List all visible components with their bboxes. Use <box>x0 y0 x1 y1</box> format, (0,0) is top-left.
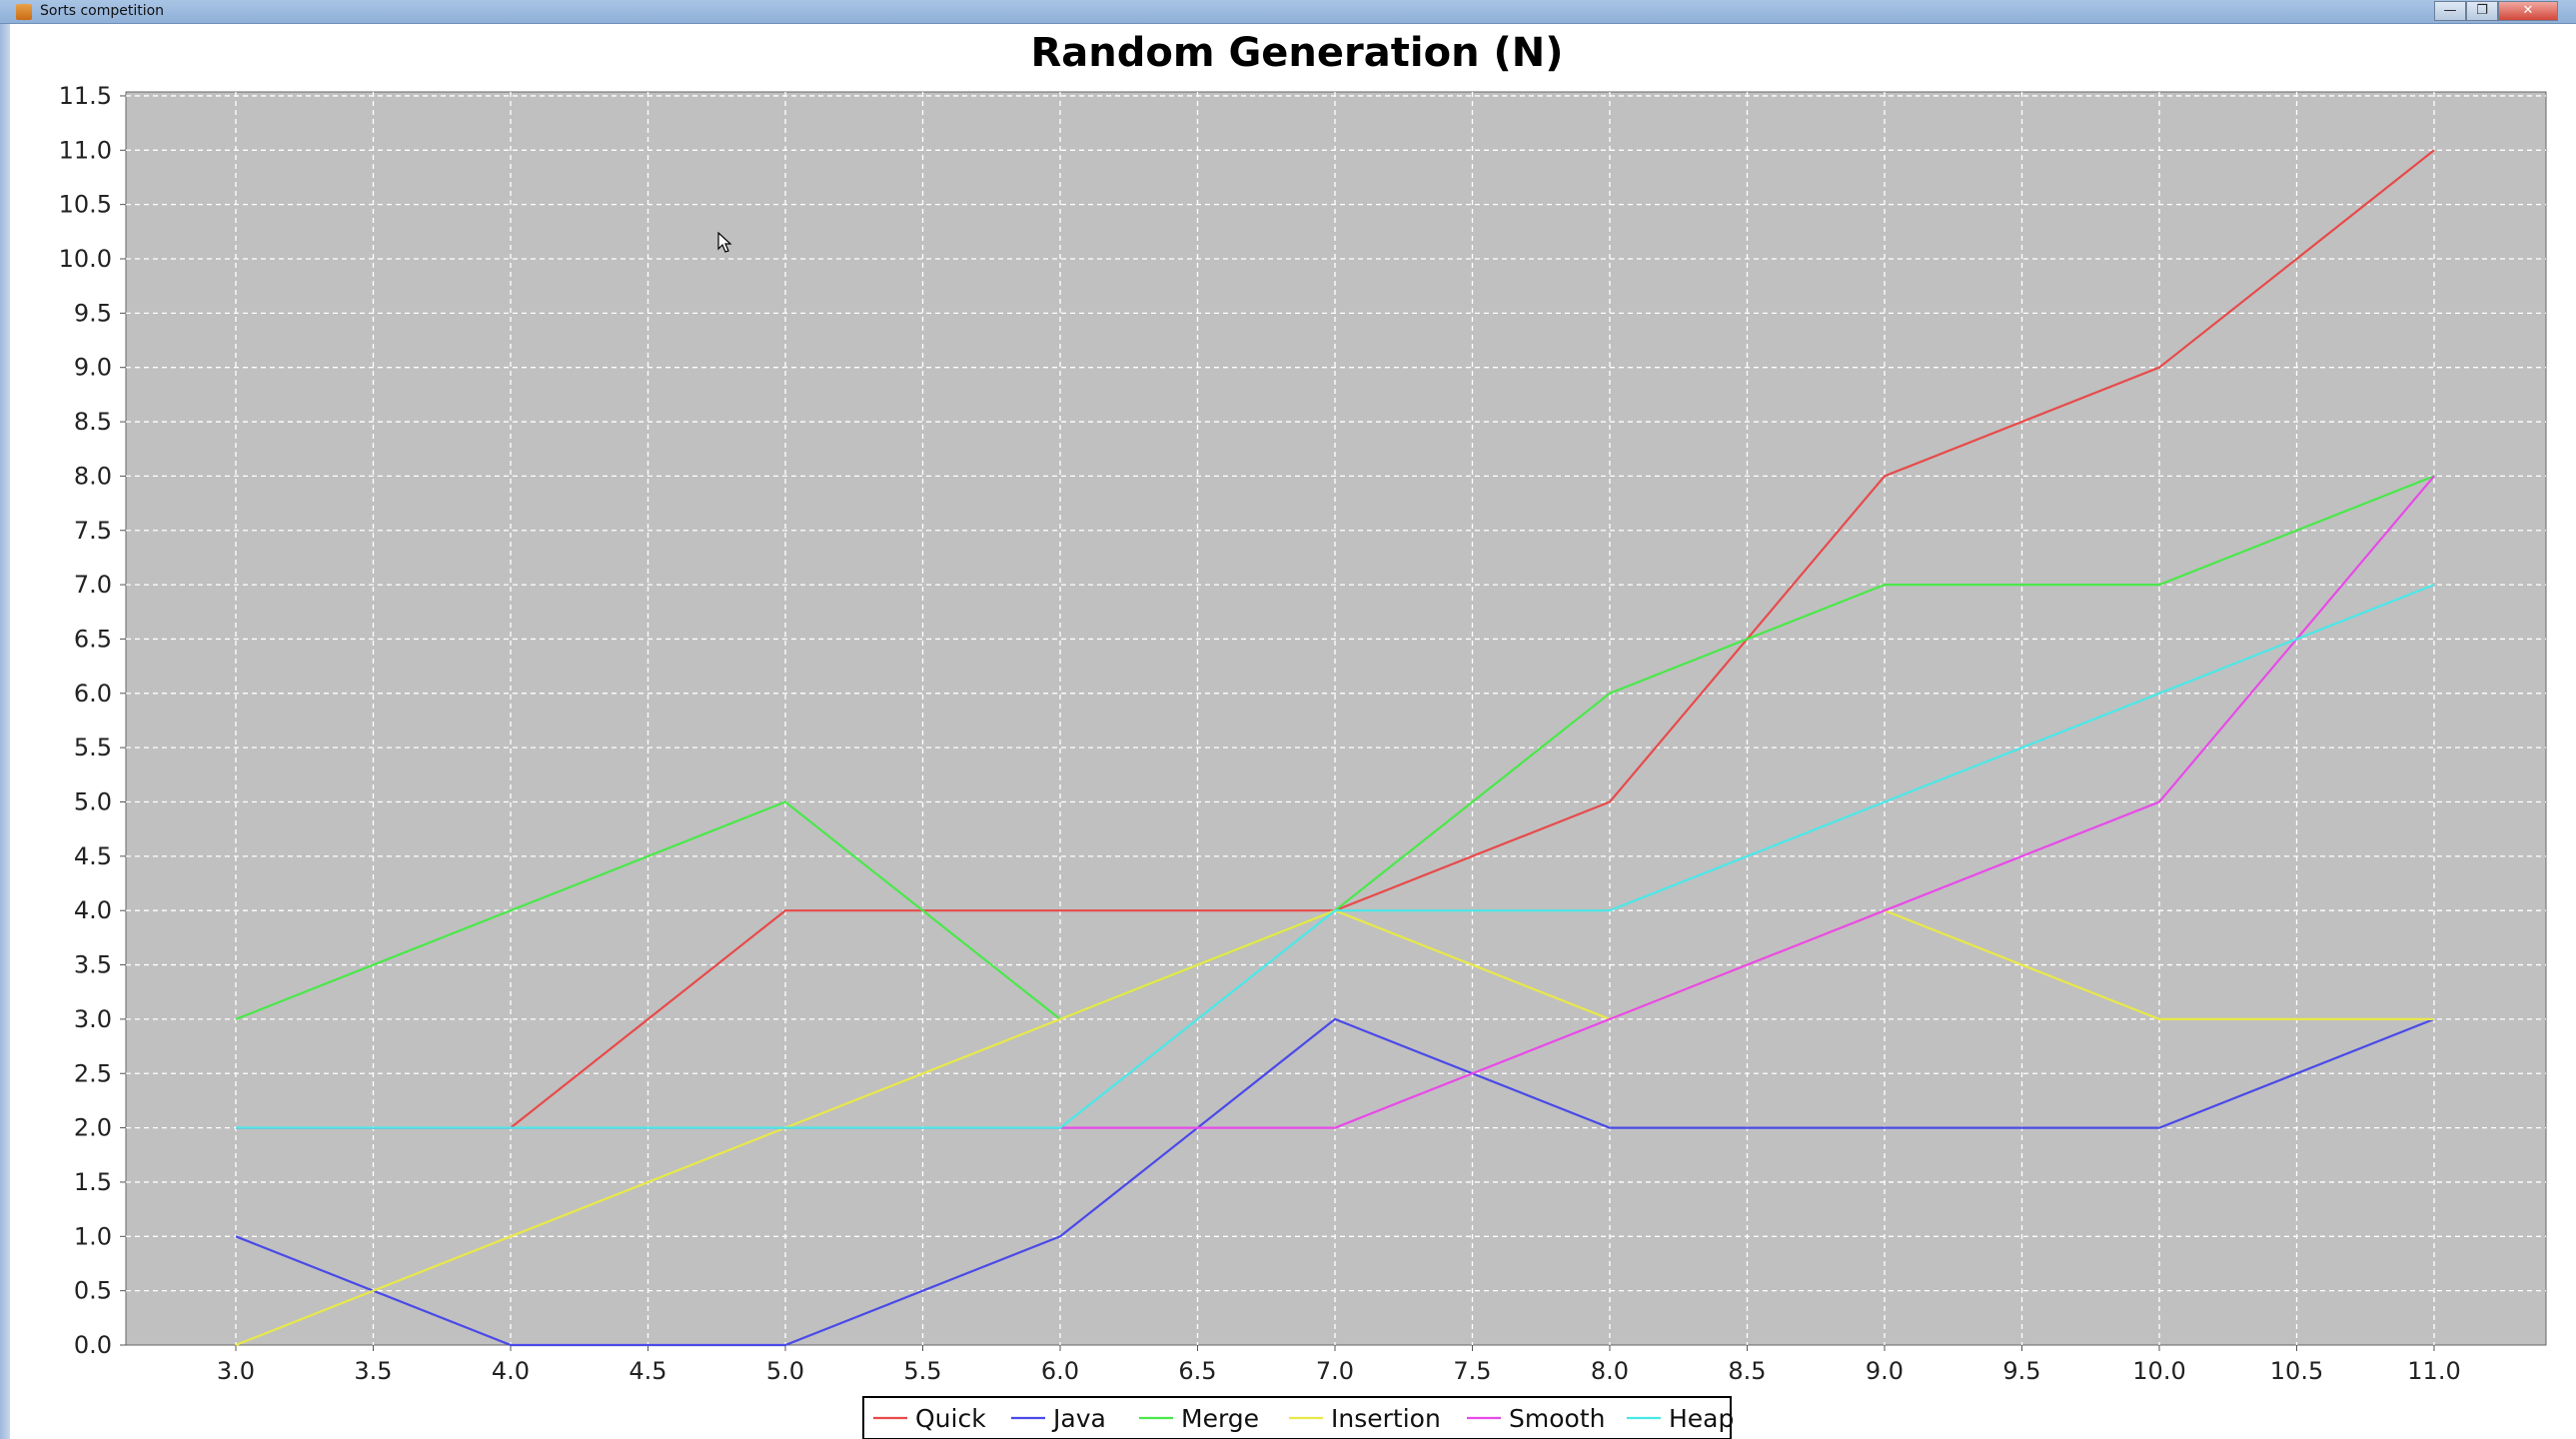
y-tick-label: 8.0 <box>74 462 112 490</box>
y-tick-label: 5.5 <box>74 733 112 761</box>
legend-label-heap: Heap <box>1669 1404 1734 1433</box>
y-tick-label: 3.0 <box>74 1005 112 1033</box>
y-tick-label: 2.0 <box>74 1114 112 1142</box>
x-tick-label: 8.0 <box>1591 1357 1629 1385</box>
x-tick-label: 5.0 <box>766 1357 804 1385</box>
chart-title: Random Generation (N) <box>1030 30 1563 76</box>
y-tick-label: 4.0 <box>74 896 112 924</box>
window-title: Sorts competition <box>40 3 165 19</box>
y-tick-label: 6.0 <box>74 680 112 708</box>
y-tick-label: 3.5 <box>74 951 112 979</box>
x-tick-label: 9.0 <box>1866 1357 1904 1385</box>
maximize-button[interactable]: ❐ <box>2466 1 2498 21</box>
x-tick-label: 8.5 <box>1728 1357 1766 1385</box>
y-tick-label: 5.0 <box>74 788 112 816</box>
legend-label-insertion: Insertion <box>1331 1404 1441 1433</box>
y-tick-label: 2.5 <box>74 1059 112 1087</box>
y-tick-label: 10.5 <box>59 191 112 219</box>
legend-label-quick: Quick <box>915 1404 986 1433</box>
x-tick-label: 11.0 <box>2407 1357 2460 1385</box>
y-tick-label: 7.5 <box>74 517 112 545</box>
minimize-button[interactable]: — <box>2434 1 2466 21</box>
legend-label-java: Java <box>1051 1404 1106 1433</box>
y-tick-label: 1.0 <box>74 1222 112 1250</box>
java-app-icon <box>16 4 32 20</box>
mouse-cursor-icon <box>717 232 732 253</box>
y-tick-label: 0.5 <box>74 1277 112 1305</box>
x-tick-label: 10.0 <box>2132 1357 2185 1385</box>
series-line-java <box>235 1017 2435 1347</box>
close-button[interactable]: ✕ <box>2498 1 2558 21</box>
x-tick-label: 6.5 <box>1178 1357 1216 1385</box>
series-lines <box>235 149 2435 1347</box>
y-tick-label: 8.5 <box>74 408 112 436</box>
line-chart: Random Generation (N) 0.0 0.5 1.0 1.5 2.0 2.5… <box>59 30 2547 1439</box>
y-tick-label: 6.5 <box>74 625 112 653</box>
x-tick-label: 3.5 <box>354 1357 392 1385</box>
legend-label-merge: Merge <box>1181 1404 1259 1433</box>
x-tick-label: 6.0 <box>1041 1357 1079 1385</box>
y-tick-label: 7.0 <box>74 571 112 599</box>
x-tick-label: 5.5 <box>903 1357 941 1385</box>
plot-area <box>125 91 2547 1346</box>
series-line-heap <box>236 584 2435 1129</box>
window-title-bar: Sorts competition — ❐ ✕ <box>0 0 2576 24</box>
y-tick-label: 10.0 <box>59 245 112 273</box>
axes: 0.0 0.5 1.0 1.5 2.0 2.5 3.0 3.5 4.0 4.5 5.0 5.5 6.0 6… <box>59 82 2461 1385</box>
y-tick-label: 1.5 <box>74 1168 112 1196</box>
y-tick-label: 11.5 <box>59 82 112 110</box>
legend-label-smooth: Smooth <box>1509 1404 1605 1433</box>
x-tick-label: 4.0 <box>492 1357 530 1385</box>
y-tick-label: 9.0 <box>74 354 112 382</box>
x-tick-label: 10.5 <box>2270 1357 2323 1385</box>
x-tick-label: 4.5 <box>629 1357 666 1385</box>
x-tick-label: 9.5 <box>2002 1357 2040 1385</box>
x-tick-label: 7.0 <box>1316 1357 1354 1385</box>
x-tick-label: 3.0 <box>217 1357 255 1385</box>
y-tick-label: 0.0 <box>74 1331 112 1359</box>
y-tick-label: 9.5 <box>74 299 112 327</box>
legend: Quick Java Merge Insertion Smooth Heap <box>862 1396 1734 1439</box>
y-tick-label: 4.5 <box>74 842 112 870</box>
x-tick-label: 7.5 <box>1453 1357 1491 1385</box>
y-tick-label: 11.0 <box>59 136 112 164</box>
window-controls: — ❐ ✕ <box>2434 1 2558 21</box>
window-left-border <box>0 24 10 1439</box>
